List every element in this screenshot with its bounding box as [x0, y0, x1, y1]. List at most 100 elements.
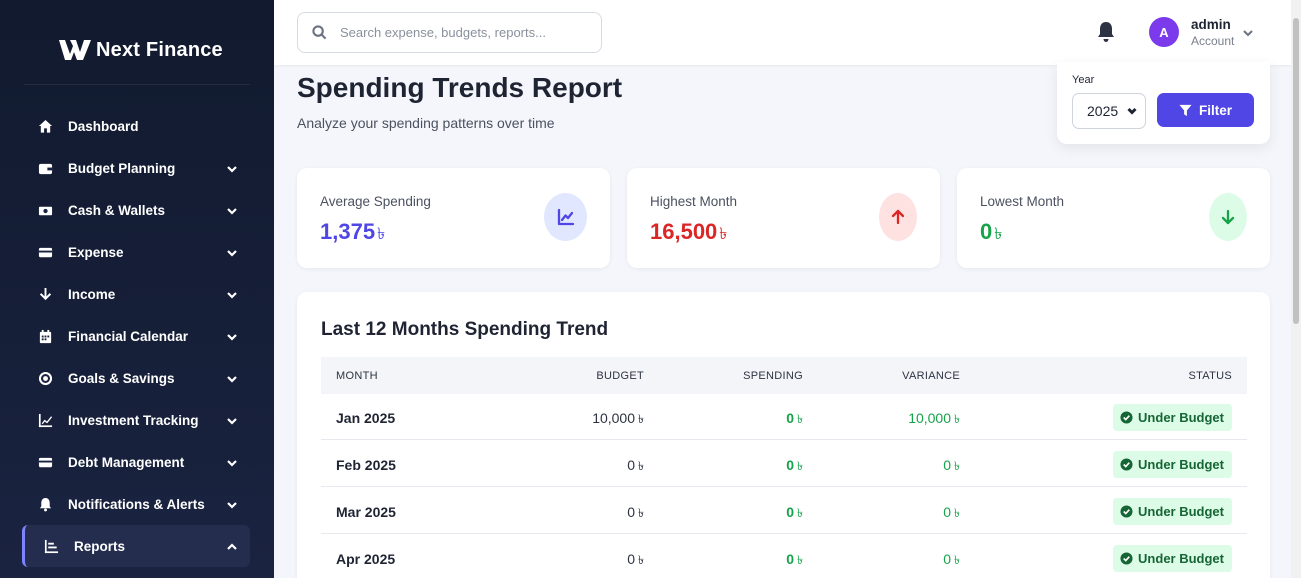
amount: 0	[943, 504, 952, 520]
cell-month: Mar 2025	[336, 504, 396, 520]
amount: 0	[786, 551, 795, 567]
sidebar-item-label: Investment Tracking	[68, 412, 199, 428]
cell-variance: 10,000 ৳	[908, 410, 960, 431]
table-row: Mar 2025 0 ৳ 0 ৳ 0 ৳ Under Budget	[321, 488, 1247, 534]
sidebar-nav: Dashboard Budget Planning Cash & Wallets…	[22, 105, 250, 567]
status-badge: Under Budget	[1113, 545, 1232, 572]
target-icon	[36, 369, 54, 387]
money-icon	[36, 201, 54, 219]
cell-spending: 0 ৳	[786, 504, 803, 525]
page-scrollbar[interactable]	[1291, 0, 1301, 578]
page-title: Spending Trends Report	[297, 72, 623, 103]
currency-symbol: ৳	[719, 226, 728, 243]
cell-month: Feb 2025	[336, 457, 396, 473]
sidebar-item-expense[interactable]: Expense	[22, 231, 250, 273]
sidebar-item-goals-savings[interactable]: Goals & Savings	[22, 357, 250, 399]
status-label: Under Budget	[1138, 504, 1224, 519]
cell-budget: 0 ৳	[627, 551, 644, 572]
sidebar-item-label: Budget Planning	[68, 160, 176, 176]
sidebar-item-reports[interactable]: Reports	[22, 525, 250, 567]
currency-symbol: ৳	[994, 226, 1003, 243]
calendar-icon	[36, 327, 54, 345]
logo-icon	[59, 40, 91, 60]
status-label: Under Budget	[1138, 410, 1224, 425]
sidebar-item-notifications-alerts[interactable]: Notifications & Alerts	[22, 483, 250, 525]
search-box[interactable]	[297, 12, 602, 53]
currency-symbol: ৳	[797, 553, 803, 567]
arrow-down-icon	[1209, 193, 1247, 241]
stat-value: 0 ৳	[980, 219, 1002, 248]
sidebar-item-income[interactable]: Income	[22, 273, 250, 315]
table-header: MONTH BUDGET SPENDING VARIANCE STATUS	[321, 357, 1247, 394]
sidebar-item-label: Goals & Savings	[68, 370, 175, 386]
divider	[24, 84, 250, 85]
cell-month: Apr 2025	[336, 551, 396, 567]
year-label: Year	[1072, 74, 1095, 86]
sidebar-item-budget-planning[interactable]: Budget Planning	[22, 147, 250, 189]
sidebar-item-cash-wallets[interactable]: Cash & Wallets	[22, 189, 250, 231]
sidebar-item-dashboard[interactable]: Dashboard	[22, 105, 250, 147]
cell-variance: 0 ৳	[943, 504, 960, 525]
header-spending: SPENDING	[743, 370, 803, 382]
year-select[interactable]: 2025	[1072, 93, 1146, 129]
status-badge: Under Budget	[1113, 498, 1232, 525]
header-budget: BUDGET	[596, 370, 644, 382]
topbar: A admin Account	[274, 0, 1301, 65]
amount: 0	[943, 457, 952, 473]
sidebar-item-debt-management[interactable]: Debt Management	[22, 441, 250, 483]
sidebar-item-financial-calendar[interactable]: Financial Calendar	[22, 315, 250, 357]
funnel-icon	[1179, 104, 1192, 116]
filter-button-label: Filter	[1198, 102, 1232, 118]
page-subtitle: Analyze your spending patterns over time	[297, 115, 555, 131]
stat-card-highest: Highest Month 16,500 ৳	[627, 168, 940, 268]
user-name: admin	[1191, 17, 1231, 32]
search-icon	[312, 25, 327, 40]
bar-chart-icon	[42, 537, 60, 555]
line-chart-icon	[36, 411, 54, 429]
chevron-down-icon	[226, 498, 238, 510]
check-circle-icon	[1120, 411, 1133, 424]
currency-symbol: ৳	[638, 506, 644, 520]
amount: 10,000	[592, 410, 636, 426]
trend-chart-icon	[544, 193, 587, 241]
check-circle-icon	[1120, 552, 1133, 565]
stat-label: Lowest Month	[980, 194, 1065, 209]
cell-variance: 0 ৳	[943, 457, 960, 478]
search-input[interactable]	[340, 25, 580, 40]
amount: 10,000	[908, 410, 952, 426]
chevron-down-icon[interactable]	[1242, 26, 1254, 38]
stat-value: 16,500 ৳	[650, 219, 727, 248]
chevron-down-icon	[226, 204, 238, 216]
table-row: Jan 2025 10,000 ৳ 0 ৳ 10,000 ৳ Under Budget	[321, 394, 1247, 440]
chevron-down-icon	[1127, 107, 1137, 115]
wallet-icon	[36, 159, 54, 177]
status-badge: Under Budget	[1113, 451, 1232, 478]
sidebar-item-investment-tracking[interactable]: Investment Tracking	[22, 399, 250, 441]
home-icon	[36, 117, 54, 135]
stat-card-lowest: Lowest Month 0 ৳	[957, 168, 1270, 268]
brand[interactable]: Next Finance	[58, 36, 223, 64]
sidebar-item-label: Dashboard	[68, 118, 139, 134]
amount: 0	[786, 410, 795, 426]
currency-symbol: ৳	[954, 553, 960, 567]
chevron-down-icon	[226, 288, 238, 300]
user-menu[interactable]: admin Account	[1191, 16, 1234, 50]
amount: 0	[786, 504, 795, 520]
table-row: Apr 2025 0 ৳ 0 ৳ 0 ৳ Under Budget	[321, 535, 1247, 578]
card-icon	[36, 453, 54, 471]
notification-bell-icon[interactable]	[1096, 21, 1116, 43]
amount: 0	[627, 551, 636, 567]
bell-icon	[36, 495, 54, 513]
cell-spending: 0 ৳	[786, 457, 803, 478]
amount: 0	[627, 457, 636, 473]
avatar[interactable]: A	[1149, 17, 1179, 47]
filter-button[interactable]: Filter	[1157, 93, 1254, 127]
user-role: Account	[1191, 34, 1235, 48]
chevron-down-icon	[226, 330, 238, 342]
chevron-down-icon	[226, 414, 238, 426]
spending-trend-table-card: Last 12 Months Spending Trend MONTH BUDG…	[297, 292, 1270, 578]
credit-card-icon	[36, 243, 54, 261]
check-circle-icon	[1120, 458, 1133, 471]
scrollbar-thumb[interactable]	[1293, 18, 1299, 324]
status-badge: Under Budget	[1113, 404, 1232, 431]
